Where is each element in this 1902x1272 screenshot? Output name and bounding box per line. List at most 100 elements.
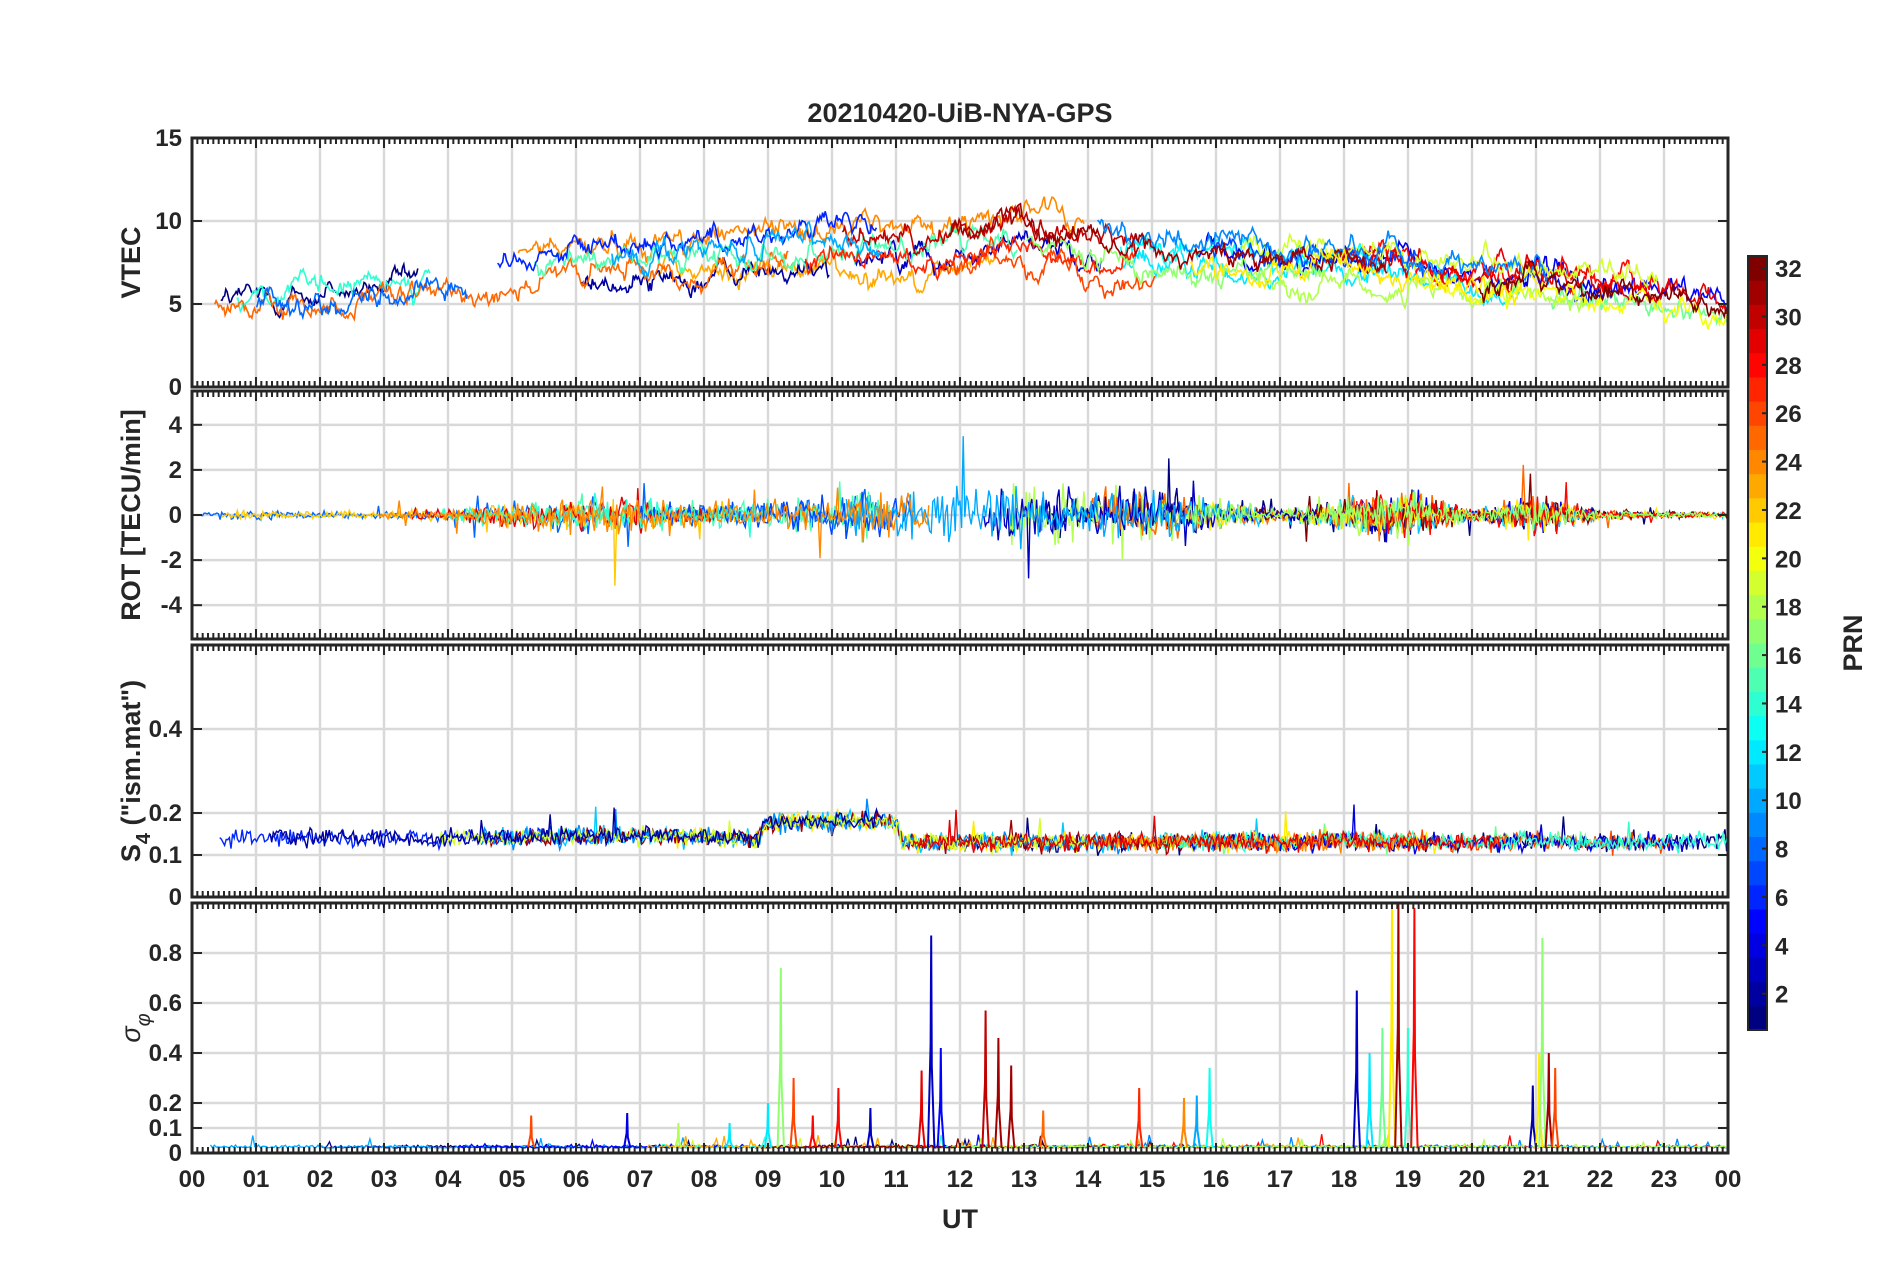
series-prn-29 bbox=[1335, 246, 1728, 315]
colorbar-segment bbox=[1748, 401, 1767, 426]
y-tick-label: 4 bbox=[169, 412, 183, 439]
spike-prn-26 bbox=[1551, 1067, 1560, 1149]
y-tick-label: 2 bbox=[169, 457, 182, 484]
spike-prn-4 bbox=[623, 1112, 632, 1149]
series-prn-27 bbox=[804, 235, 1137, 282]
colorbar-tick-label: 24 bbox=[1775, 450, 1802, 477]
x-tick-label: 15 bbox=[1139, 1166, 1166, 1193]
x-tick-label: 14 bbox=[1075, 1166, 1102, 1193]
y-tick-label: -2 bbox=[161, 547, 182, 574]
y-axis-label: ROT [TECU/min] bbox=[116, 409, 146, 620]
series-prn-10 bbox=[611, 220, 883, 278]
series-prn-20 bbox=[1422, 272, 1728, 330]
spike-prn-12 bbox=[1365, 1052, 1374, 1149]
series-prn-14 bbox=[236, 267, 431, 314]
series-prn-2 bbox=[269, 806, 884, 849]
spike-prn-27 bbox=[1135, 1087, 1144, 1149]
series-prn-2 bbox=[580, 256, 830, 299]
series-prn-29 bbox=[910, 809, 1501, 854]
colorbar-label: PRN bbox=[1838, 614, 1868, 671]
panel-s4: 00.10.20.4S4 ("ism.mat") bbox=[116, 643, 1730, 911]
spike-prn-29 bbox=[917, 1070, 926, 1149]
x-tick-label: 00 bbox=[1715, 1166, 1742, 1193]
spike-prn-3 bbox=[1352, 990, 1361, 1149]
x-tick-label: 05 bbox=[499, 1166, 526, 1193]
x-tick-label: 04 bbox=[435, 1166, 462, 1193]
colorbar-segment bbox=[1748, 425, 1767, 450]
y-tick-label: 0.4 bbox=[149, 716, 183, 743]
series-prn-28 bbox=[1336, 238, 1670, 299]
x-tick-label: 03 bbox=[371, 1166, 398, 1193]
colorbar-tick-label: 16 bbox=[1775, 643, 1802, 670]
panel-vtec: 0 5 10 15 VTEC bbox=[116, 125, 1730, 401]
colorbar-segment bbox=[1748, 449, 1767, 475]
y-tick-label: 0.1 bbox=[149, 842, 182, 869]
x-tick-label: 19 bbox=[1395, 1166, 1422, 1193]
spike-prn-12 bbox=[725, 1122, 734, 1149]
spike-prn-5 bbox=[936, 1047, 945, 1149]
x-tick-label: 10 bbox=[819, 1166, 846, 1193]
colorbar-segment bbox=[1748, 497, 1767, 523]
spike-prn-28 bbox=[1410, 907, 1419, 1149]
spike-prn-3 bbox=[927, 935, 936, 1149]
colorbar-segment bbox=[1748, 691, 1767, 717]
x-tick-label: 11 bbox=[883, 1166, 908, 1193]
series-group bbox=[197, 436, 1728, 586]
x-tick-label: 23 bbox=[1651, 1166, 1678, 1193]
x-axis-label: UT bbox=[942, 1204, 978, 1234]
spike-prn-31 bbox=[1544, 1052, 1553, 1149]
spike-prn-31 bbox=[1394, 903, 1403, 1149]
colorbar-segment bbox=[1748, 836, 1767, 862]
x-tick-label: 13 bbox=[1011, 1166, 1038, 1193]
colorbar-segment bbox=[1748, 909, 1767, 934]
chart-title: 20210420-UiB-NYA-GPS bbox=[807, 98, 1112, 128]
colorbar-tick-label: 8 bbox=[1775, 837, 1788, 864]
colorbar-segment bbox=[1748, 739, 1767, 765]
x-tick-label: 17 bbox=[1267, 1166, 1294, 1193]
colorbar-frame bbox=[1747, 255, 1768, 1031]
spike-prn-2 bbox=[1528, 1085, 1537, 1149]
y-tick-label: 0.8 bbox=[149, 940, 182, 967]
series-prn-10 bbox=[845, 436, 1254, 550]
y-axis-label: VTEC bbox=[116, 226, 146, 298]
colorbar-tick-label: 6 bbox=[1775, 885, 1788, 912]
colorbar-segment bbox=[1748, 933, 1767, 958]
y-axis-label-main: σ bbox=[116, 1025, 146, 1043]
spike-prn-31 bbox=[1007, 1065, 1016, 1149]
x-tick-label: 09 bbox=[755, 1166, 782, 1193]
y-tick-label: 0.2 bbox=[149, 800, 182, 827]
spike-prn-28 bbox=[834, 1087, 843, 1149]
series-prn-30 bbox=[841, 204, 1140, 258]
colorbar-segment bbox=[1748, 546, 1767, 571]
y-tick-label: 0 bbox=[169, 1140, 182, 1167]
colorbar-tick-label: 22 bbox=[1775, 498, 1802, 525]
colorbar-tick-label: 10 bbox=[1775, 788, 1802, 815]
x-tick-label: 22 bbox=[1587, 1166, 1614, 1193]
y-axis-label-sub: 4 bbox=[133, 832, 155, 844]
series-prn-24 bbox=[377, 486, 930, 559]
colorbar-tick-label: 28 bbox=[1775, 353, 1802, 380]
colorbar-tick-label: 2 bbox=[1775, 982, 1788, 1009]
x-tick-label: 02 bbox=[307, 1166, 334, 1193]
colorbar-segment bbox=[1748, 957, 1767, 983]
colorbar-segment bbox=[1748, 473, 1767, 499]
series-group bbox=[219, 798, 1728, 856]
series-prn-17 bbox=[1185, 492, 1728, 532]
x-tick-label: 12 bbox=[947, 1166, 974, 1193]
x-tick-label: 21 bbox=[1523, 1166, 1550, 1193]
panel-rot: -4 -2 0 2 4 ROT [TECU/min] bbox=[116, 389, 1730, 641]
spike-prn-12 bbox=[763, 1102, 773, 1149]
colorbar-segment bbox=[1748, 304, 1767, 330]
colorbar-segment bbox=[1748, 788, 1767, 813]
spike-prn-26 bbox=[789, 1077, 798, 1149]
colorbar-segment bbox=[1748, 860, 1767, 886]
colorbar-tick-label: 12 bbox=[1775, 740, 1802, 767]
y-tick-label: 0.6 bbox=[149, 990, 182, 1017]
colorbar-segment bbox=[1748, 328, 1767, 354]
colorbar-tick-label: 4 bbox=[1775, 933, 1789, 960]
colorbar-segment bbox=[1748, 715, 1767, 741]
x-tick-label: 06 bbox=[563, 1166, 590, 1193]
y-tick-label: 0.4 bbox=[149, 1040, 183, 1067]
spike-prn-24 bbox=[1179, 1097, 1189, 1149]
y-tick-label: 0 bbox=[169, 502, 182, 529]
